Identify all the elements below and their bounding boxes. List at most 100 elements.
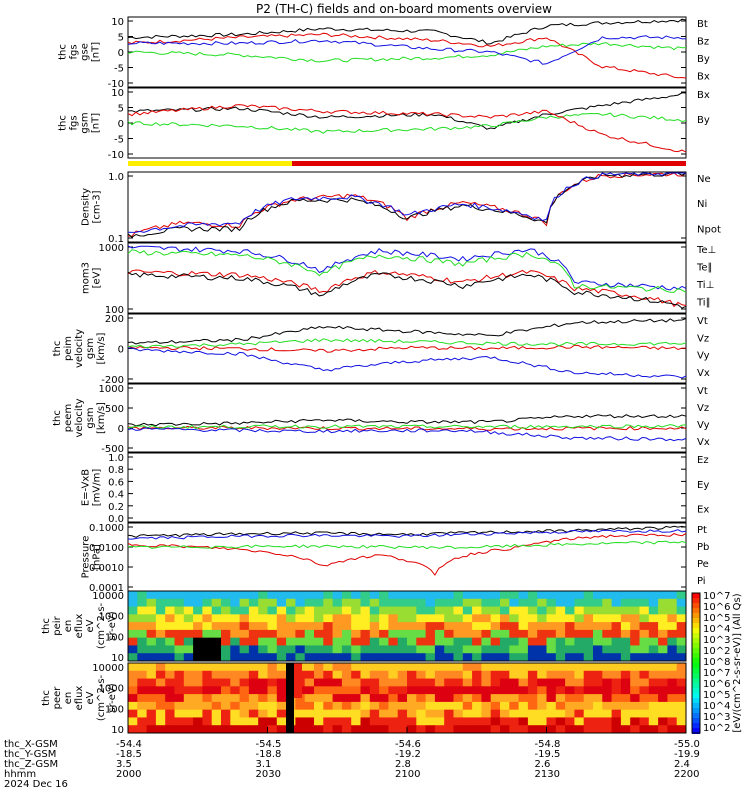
- heatmap-cell: [155, 653, 166, 662]
- heatmap-cell: [546, 717, 557, 726]
- heatmap-cell: [472, 606, 482, 615]
- heatmap-cell: [639, 663, 650, 672]
- heatmap-cell: [137, 686, 148, 695]
- heatmap-cell: [258, 591, 268, 600]
- heatmap-cell: [276, 701, 287, 711]
- y-axis-label: [mV/m]: [92, 469, 103, 507]
- heatmap-cell: [630, 663, 640, 672]
- y-tick-label: 0.0010: [89, 563, 124, 574]
- heatmap-cell: [416, 686, 427, 695]
- heatmap-cell: [183, 663, 194, 672]
- heatmap-cell: [444, 663, 454, 672]
- heatmap-cell: [481, 645, 492, 654]
- heatmap-cell: [658, 629, 668, 639]
- heatmap-cell: [174, 717, 185, 726]
- heatmap-cell: [509, 614, 520, 623]
- heatmap-cell: [202, 678, 213, 687]
- heatmap-cell: [481, 709, 492, 718]
- y-tick-label: 5: [118, 33, 124, 44]
- heatmap-cell: [555, 709, 566, 718]
- heatmap-cell: [537, 678, 547, 687]
- heatmap-cell: [165, 701, 175, 711]
- heatmap-cell: [295, 614, 306, 623]
- colorbar-cell: [692, 658, 700, 664]
- heatmap-cell: [574, 725, 585, 734]
- y-axis-label: peem: [63, 404, 74, 432]
- heatmap-cell: [146, 670, 157, 680]
- heatmap-cell: [509, 709, 520, 718]
- heatmap-cell: [407, 598, 417, 608]
- heatmap-cell: [388, 694, 399, 703]
- heatmap-cell: [630, 591, 640, 600]
- heatmap-cell: [351, 725, 361, 734]
- heatmap-cell: [341, 709, 352, 718]
- heatmap-cell: [202, 653, 213, 662]
- heatmap-cell: [267, 614, 278, 623]
- heatmap-cell: [490, 686, 501, 695]
- heatmap-cell: [630, 694, 640, 703]
- heatmap-cell: [593, 637, 603, 646]
- heatmap-cell: [239, 629, 250, 639]
- heatmap-cell: [128, 637, 138, 646]
- heatmap-cell: [676, 670, 687, 680]
- heatmap-cell: [314, 670, 324, 680]
- heatmap-cell: [239, 678, 250, 687]
- heatmap-cell: [472, 725, 482, 734]
- heatmap-cell: [165, 606, 175, 615]
- heatmap-cell: [248, 606, 259, 615]
- x-tick-label: -18.5: [116, 749, 142, 760]
- heatmap-cell: [174, 670, 185, 680]
- heatmap-cell: [407, 686, 417, 695]
- colorbar-cell: [692, 593, 700, 599]
- heatmap-cell: [509, 678, 520, 687]
- heatmap-cell: [630, 701, 640, 711]
- legend-label: Vz: [697, 403, 709, 414]
- heatmap-cell: [239, 645, 250, 654]
- heatmap-cell: [500, 717, 510, 726]
- heatmap-cell: [667, 637, 678, 646]
- heatmap-cell: [639, 678, 650, 687]
- heatmap-cell: [230, 637, 241, 646]
- heatmap-cell: [546, 622, 557, 631]
- heatmap-cell: [555, 725, 566, 734]
- heatmap-cell: [248, 725, 259, 734]
- heatmap-cell: [574, 701, 585, 711]
- y-axis-label: Pressure: [81, 536, 92, 579]
- heatmap-cell: [183, 725, 194, 734]
- heatmap-cell: [648, 686, 659, 695]
- heatmap-cell: [509, 717, 520, 726]
- heatmap-cell: [527, 614, 538, 623]
- heatmap-cell: [397, 637, 408, 646]
- heatmap-cell: [397, 645, 408, 654]
- colorbar-tick-label: 10^7: [703, 668, 730, 679]
- heatmap-cell: [230, 622, 241, 631]
- heatmap-cell: [434, 606, 445, 615]
- heatmap-cell: [481, 725, 492, 734]
- heatmap-cell: [155, 663, 166, 672]
- heatmap-cell: [611, 717, 622, 726]
- heatmap-cell: [444, 678, 454, 687]
- heatmap-cell: [472, 709, 482, 718]
- heatmap-cell: [341, 694, 352, 703]
- heatmap-cell: [537, 645, 547, 654]
- heatmap-cell: [527, 606, 538, 615]
- heatmap-cell: [574, 678, 585, 687]
- heatmap-cell: [360, 663, 371, 672]
- heatmap-cell: [286, 622, 296, 631]
- heatmap-cell: [360, 717, 371, 726]
- heatmap-cell: [602, 645, 613, 654]
- heatmap-cell: [490, 694, 501, 703]
- heatmap-cell: [593, 663, 603, 672]
- heatmap-cell: [518, 694, 529, 703]
- heatmap-cell: [453, 645, 464, 654]
- heatmap-cell: [639, 591, 650, 600]
- heatmap-cell: [537, 629, 547, 639]
- y-tick-label: 0.8: [108, 465, 124, 476]
- heatmap-cell: [267, 653, 278, 662]
- heatmap-cell: [593, 678, 603, 687]
- heatmap-cell: [481, 637, 492, 646]
- heatmap-cell: [472, 645, 482, 654]
- heatmap-cell: [546, 598, 557, 608]
- heatmap-cell: [193, 637, 203, 646]
- heatmap-cell: [369, 598, 380, 608]
